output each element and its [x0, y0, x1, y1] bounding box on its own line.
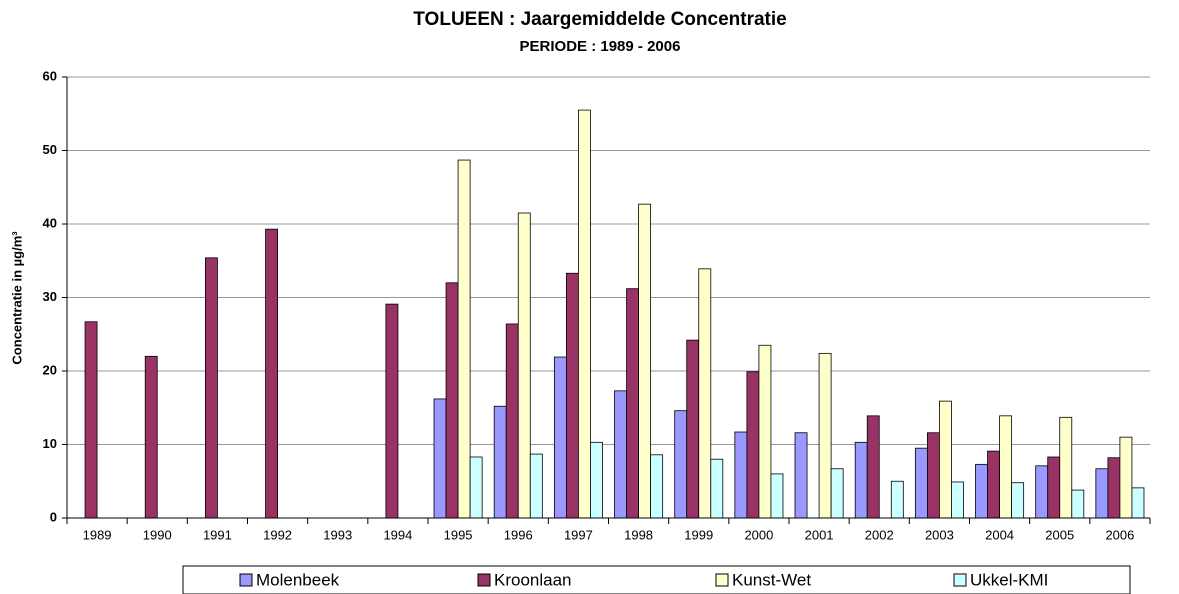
- bar: [1095, 468, 1109, 519]
- bar: [686, 339, 700, 519]
- legend-swatch: [953, 573, 967, 587]
- bar: [914, 447, 928, 519]
- bar: [505, 323, 519, 519]
- bar: [614, 390, 627, 519]
- y-tick-label: 60: [43, 68, 57, 83]
- legend-swatch: [715, 573, 729, 587]
- y-tick-label: 20: [43, 362, 57, 377]
- bar: [265, 228, 278, 519]
- bar: [746, 371, 760, 519]
- y-tick-label: 50: [43, 142, 57, 157]
- bar: [890, 480, 904, 519]
- bar: [794, 432, 808, 519]
- bar: [1047, 456, 1061, 519]
- legend-label: Molenbeek: [256, 570, 340, 589]
- bar: [1107, 457, 1121, 519]
- legend-label: Ukkel-KMI: [970, 570, 1048, 589]
- x-tick-label: 2006: [1105, 527, 1134, 542]
- bar: [590, 441, 603, 519]
- bar: [517, 212, 531, 519]
- bar: [758, 344, 772, 519]
- legend-label: Kunst-Wet: [732, 570, 811, 589]
- y-axis-label: Concentratie in µg/m³: [9, 231, 24, 365]
- x-tick-label: 1997: [564, 527, 593, 542]
- bar: [975, 463, 988, 519]
- bar: [674, 410, 688, 519]
- bar: [1059, 416, 1073, 519]
- bar: [565, 272, 579, 519]
- chart-subtitle: PERIODE : 1989 - 2006: [520, 38, 681, 55]
- bar: [830, 468, 844, 519]
- bar: [1035, 465, 1049, 519]
- x-tick-label: 2000: [744, 527, 773, 542]
- bar: [469, 456, 483, 519]
- y-tick-label: 0: [50, 509, 57, 524]
- bar: [529, 453, 543, 519]
- x-tick-label: 1996: [504, 527, 533, 542]
- x-tick-label: 2003: [925, 527, 954, 542]
- bar: [710, 458, 724, 519]
- bar: [1011, 482, 1025, 519]
- x-tick-label: 1993: [323, 527, 352, 542]
- y-tick-label: 40: [43, 215, 57, 230]
- bar: [650, 454, 664, 519]
- bar: [698, 268, 712, 519]
- x-tick-label: 1994: [383, 527, 412, 542]
- bar: [433, 398, 447, 519]
- x-tick-label: 1989: [83, 527, 112, 542]
- bar: [734, 431, 748, 519]
- y-tick-label: 30: [43, 289, 57, 304]
- bar: [770, 473, 784, 519]
- bar: [1119, 436, 1133, 519]
- bar: [578, 109, 591, 519]
- y-tick-label: 10: [43, 436, 57, 451]
- bar: [638, 203, 652, 519]
- bar: [626, 288, 639, 519]
- legend-box: [182, 565, 1131, 594]
- bar: [926, 432, 940, 519]
- x-tick-label: 2004: [985, 527, 1014, 542]
- legend-swatch: [477, 573, 491, 587]
- bar: [1131, 487, 1145, 519]
- x-tick-label: 2001: [805, 527, 834, 542]
- x-tick-label: 1991: [203, 527, 232, 542]
- x-tick-label: 1992: [263, 527, 292, 542]
- bar: [457, 159, 471, 519]
- bar: [385, 303, 399, 519]
- x-tick-label: 2002: [865, 527, 894, 542]
- bar: [493, 405, 507, 519]
- bar: [818, 352, 832, 519]
- x-tick-label: 2005: [1045, 527, 1074, 542]
- bar: [553, 356, 567, 519]
- bar: [999, 415, 1013, 519]
- x-tick-label: 1998: [624, 527, 653, 542]
- legend-swatch: [239, 573, 253, 587]
- bar: [1071, 489, 1085, 519]
- legend-label: Kroonlaan: [494, 570, 572, 589]
- x-tick-label: 1990: [143, 527, 172, 542]
- x-tick-label: 1995: [444, 527, 473, 542]
- bar: [445, 282, 459, 519]
- bar: [144, 355, 158, 519]
- bar: [84, 321, 98, 519]
- bar: [854, 441, 868, 519]
- bar: [204, 257, 218, 519]
- bar: [951, 481, 964, 519]
- bar: [987, 450, 1000, 519]
- bar: [939, 400, 952, 519]
- x-tick-label: 1999: [684, 527, 713, 542]
- chart-title: TOLUEEN : Jaargemiddelde Concentratie: [413, 9, 786, 30]
- bar: [866, 415, 880, 519]
